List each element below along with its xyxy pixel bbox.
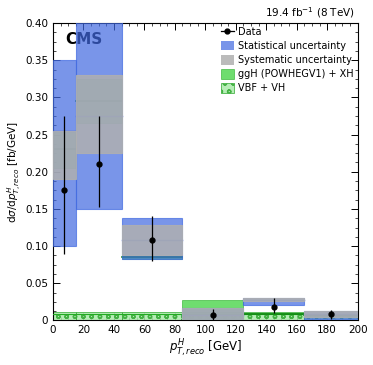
Bar bbox=[122, 218, 182, 259]
Bar bbox=[244, 312, 304, 320]
Bar bbox=[76, 79, 122, 123]
Y-axis label: d$\sigma$/d$p^{H}_{T,reco}$ [fb/GeV]: d$\sigma$/d$p^{H}_{T,reco}$ [fb/GeV] bbox=[6, 121, 23, 223]
Bar bbox=[244, 313, 304, 315]
Bar bbox=[182, 312, 244, 320]
Text: 19.4 fb$^{-1}$ (8 TeV): 19.4 fb$^{-1}$ (8 TeV) bbox=[265, 5, 355, 20]
Bar bbox=[304, 315, 358, 316]
Bar bbox=[304, 311, 358, 318]
Bar bbox=[182, 308, 244, 334]
Bar bbox=[304, 311, 358, 319]
Bar bbox=[244, 298, 304, 301]
Bar bbox=[244, 298, 304, 305]
Bar bbox=[76, 312, 122, 320]
Bar bbox=[182, 300, 244, 320]
Text: CMS: CMS bbox=[65, 32, 103, 47]
Bar bbox=[122, 312, 182, 320]
Bar bbox=[53, 312, 76, 320]
Bar bbox=[304, 315, 358, 320]
X-axis label: $p^{H}_{T,reco}$ [GeV]: $p^{H}_{T,reco}$ [GeV] bbox=[169, 338, 242, 360]
Bar bbox=[182, 308, 244, 334]
Bar bbox=[76, 19, 122, 209]
Bar bbox=[76, 75, 122, 153]
Bar bbox=[122, 225, 182, 255]
Bar bbox=[53, 131, 76, 168]
Bar bbox=[53, 131, 76, 179]
Bar bbox=[122, 256, 182, 259]
Legend: Data, Statistical uncertainty, Systematic uncertainty, ggH (POWHEGV1) + XH, VBF : Data, Statistical uncertainty, Systemati… bbox=[219, 25, 356, 95]
Bar bbox=[53, 60, 76, 246]
